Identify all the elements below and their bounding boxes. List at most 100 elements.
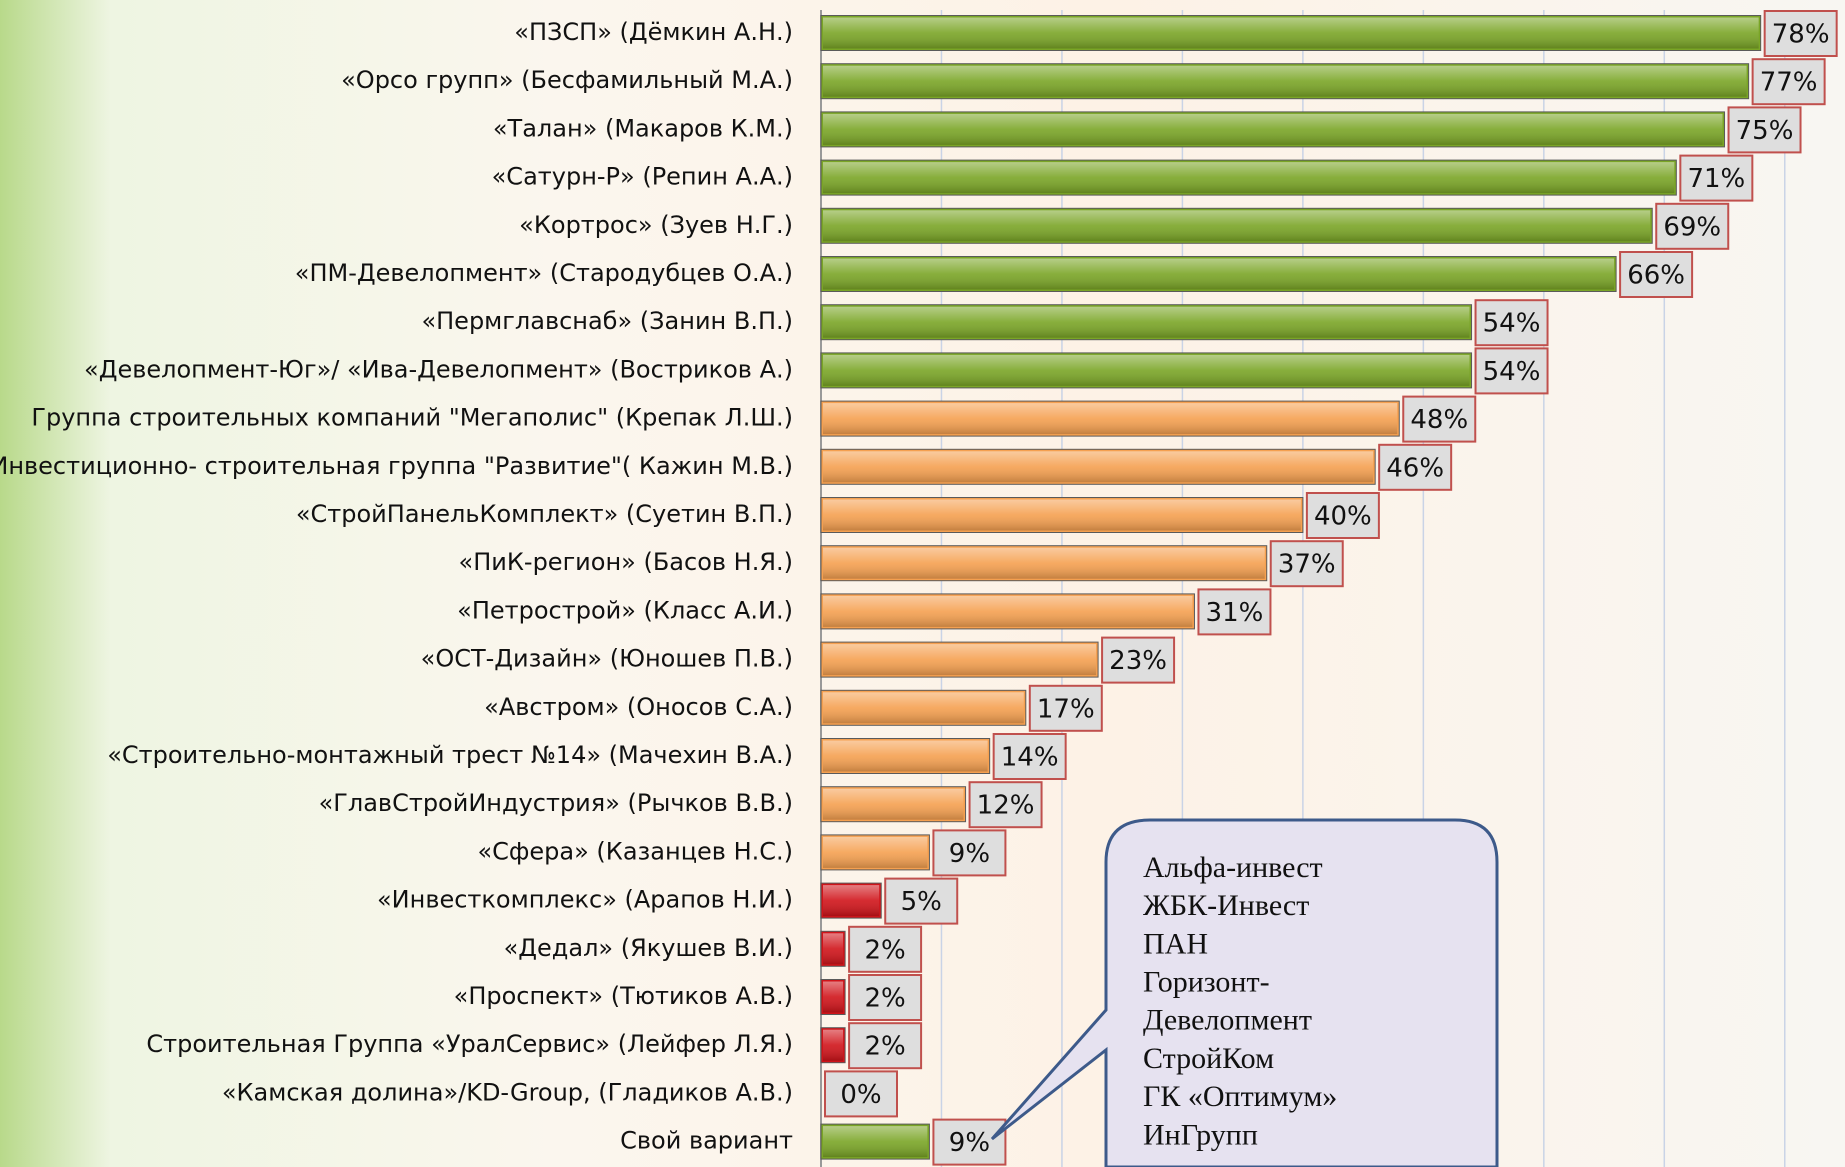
value-label: 9%: [949, 1128, 990, 1158]
value-label: 54%: [1483, 309, 1541, 339]
y-tick-label: «ГлавСтройИндустрия» (Рычков В.В.): [319, 789, 793, 817]
value-label-box: [1751, 58, 1826, 106]
value-label: 12%: [977, 791, 1035, 821]
bar-shine: [823, 162, 1675, 194]
value-label-box: [1619, 251, 1694, 298]
value-label-box: [1269, 540, 1344, 588]
y-tick-label: «Дедал» (Якушев В.И.): [504, 934, 793, 962]
y-tick-label: «СтройПанельКомплект» (Суетин В.П.): [296, 500, 793, 528]
y-tick-label: «Сатурн-Р» (Репин А.А.): [492, 163, 793, 191]
value-label: 5%: [901, 887, 942, 917]
y-tick-label: «Девелопмент-Юг»/ «Ива-Девелопмент» (Вос…: [84, 355, 793, 383]
bar-shine: [823, 403, 1398, 435]
y-tick-label: «Пермглавснаб» (Занин В.П.): [421, 307, 793, 335]
value-label: 0%: [840, 1080, 881, 1110]
bar-shine: [823, 113, 1723, 145]
annotation-line: ПАН: [1143, 927, 1208, 960]
value-label: 23%: [1109, 646, 1167, 676]
value-label: 2%: [864, 935, 905, 965]
annotation-line: СтройКом: [1143, 1042, 1274, 1075]
bar-shine: [823, 644, 1097, 676]
value-label-box: [1727, 106, 1802, 154]
y-tick-label: «ПЗСП» (Дёмкин А.Н.): [514, 18, 793, 46]
value-label-box: [932, 1118, 1007, 1166]
y-tick-label: «Строительно-монтажный трест №14» (Мачех…: [107, 741, 793, 769]
value-label-box: [884, 877, 959, 925]
bar-shine: [823, 933, 844, 965]
y-tick-label: Группа строительных компаний "Мегаполис"…: [31, 404, 793, 432]
value-label-box: [1402, 395, 1477, 443]
bar-shine: [823, 740, 988, 772]
bar-shine: [823, 836, 928, 868]
value-label: 48%: [1410, 405, 1468, 435]
value-label-box: [1305, 492, 1380, 539]
bar-shine: [823, 692, 1024, 724]
value-label: 71%: [1687, 164, 1745, 194]
value-label-box: [1378, 443, 1453, 491]
value-label-box: [1474, 299, 1549, 347]
value-label: 75%: [1736, 116, 1794, 146]
bar-shine: [823, 788, 964, 820]
bar-shine: [823, 1126, 928, 1158]
y-tick-label: «Кортрос» (Зуев Н.Г.): [519, 211, 793, 239]
y-tick-label: «ПМ-Девелопмент» (Стародубцев О.А.): [295, 259, 793, 287]
bar-shine: [823, 210, 1651, 242]
bar-shine: [823, 354, 1470, 386]
bar-shine: [823, 1029, 844, 1061]
callout: [990, 818, 1499, 1167]
value-label: 66%: [1627, 261, 1685, 291]
annotation-line: ИнГрупп: [1143, 1118, 1258, 1151]
value-label: 40%: [1314, 502, 1372, 532]
value-label: 2%: [864, 1032, 905, 1062]
y-tick-label: «Петрострой» (Класс А.И.): [457, 596, 793, 624]
value-label-box: [848, 1022, 923, 1070]
y-tick-label: «Проспект» (Тютиков А.В.): [454, 982, 793, 1010]
value-label: 46%: [1386, 453, 1444, 483]
value-label-box: [1101, 636, 1176, 684]
bar-shine: [823, 306, 1470, 338]
y-tick-label: Строительная Группа «УралСервис» (Лейфер…: [146, 1030, 793, 1058]
value-label: 9%: [949, 839, 990, 869]
y-tick-label: Свой вариант: [620, 1127, 793, 1155]
y-tick-label: Инвестиционно- строительная группа "Разв…: [0, 452, 793, 480]
y-tick-label: «Орсо групп» (Бесфамильный М.А.): [341, 66, 793, 94]
value-label: 77%: [1760, 68, 1818, 98]
bar-shine: [823, 17, 1759, 49]
annotation-line: Горизонт-: [1143, 965, 1270, 998]
y-tick-label: «Инвесткомплекс» (Арапов Н.И.): [377, 886, 793, 914]
value-label: 78%: [1772, 20, 1830, 50]
bar-shine: [823, 258, 1615, 290]
y-tick-label: «Сфера» (Казанцев Н.С.): [477, 837, 793, 865]
y-tick-label: «Талан» (Макаров К.М.): [493, 114, 793, 142]
value-label-box: [824, 1070, 898, 1118]
value-label-box: [1028, 684, 1103, 732]
value-label-box: [848, 925, 923, 973]
value-label-box: [1197, 588, 1272, 636]
value-label-box: [992, 733, 1067, 780]
value-label-box: [1474, 347, 1549, 395]
value-label-box: [1655, 202, 1730, 250]
value-label: 54%: [1483, 357, 1541, 387]
bar-shine: [823, 547, 1265, 579]
y-tick-label: «Камская долина»/KD-Group, (Гладиков А.В…: [222, 1078, 793, 1106]
bar-shine: [823, 499, 1301, 531]
y-tick-label: «ПиК-регион» (Басов Н.Я.): [459, 548, 793, 576]
value-label-box: [932, 829, 1007, 877]
bar-shine: [823, 595, 1193, 627]
value-label: 31%: [1206, 598, 1264, 628]
value-label: 69%: [1663, 212, 1721, 242]
value-label-box: [848, 974, 923, 1021]
bar-shine: [823, 981, 844, 1013]
value-label: 17%: [1037, 694, 1095, 724]
annotation-line: ГК «Оптимум»: [1143, 1080, 1337, 1113]
value-label: 37%: [1278, 550, 1336, 580]
value-label: 2%: [864, 984, 905, 1014]
bar-shine: [823, 451, 1374, 483]
y-tick-label: «Австром» (Оносов С.А.): [484, 693, 793, 721]
plot-area: 78% 77% 75% 71% 69% 66% 54% 54% 48% 46% 40% 37% 31% 2…: [820, 10, 1838, 1167]
annotation-line: Альфа-инвест: [1143, 851, 1323, 884]
value-label-box: [1679, 154, 1754, 202]
value-label: 14%: [1001, 743, 1059, 773]
value-label-box: [968, 781, 1043, 829]
